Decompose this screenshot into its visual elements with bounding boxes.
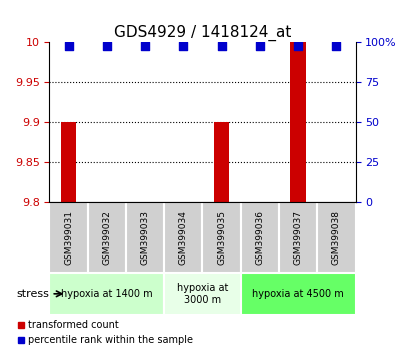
Text: GSM399034: GSM399034 <box>179 210 188 265</box>
Text: GSM399035: GSM399035 <box>217 210 226 265</box>
FancyBboxPatch shape <box>164 273 241 315</box>
Text: GSM399038: GSM399038 <box>332 210 341 265</box>
Point <box>142 43 148 48</box>
Text: GSM399036: GSM399036 <box>255 210 264 265</box>
Point <box>295 43 301 48</box>
FancyBboxPatch shape <box>241 202 279 273</box>
Point <box>103 43 110 48</box>
FancyBboxPatch shape <box>317 202 356 273</box>
FancyBboxPatch shape <box>49 202 88 273</box>
FancyBboxPatch shape <box>88 202 126 273</box>
Bar <box>214 122 229 202</box>
Bar <box>290 42 306 202</box>
Point <box>333 43 340 48</box>
Title: GDS4929 / 1418124_at: GDS4929 / 1418124_at <box>114 25 291 41</box>
Point <box>257 43 263 48</box>
Point <box>180 43 186 48</box>
Text: stress: stress <box>17 289 49 299</box>
Legend: transformed count, percentile rank within the sample: transformed count, percentile rank withi… <box>13 316 197 349</box>
Text: hypoxia at
3000 m: hypoxia at 3000 m <box>177 283 228 305</box>
Text: GSM399032: GSM399032 <box>102 210 111 265</box>
FancyBboxPatch shape <box>279 202 317 273</box>
Text: GSM399033: GSM399033 <box>141 210 150 265</box>
FancyBboxPatch shape <box>164 202 202 273</box>
Text: GSM399037: GSM399037 <box>293 210 303 265</box>
Point <box>65 43 71 48</box>
Text: GSM399031: GSM399031 <box>64 210 73 265</box>
FancyBboxPatch shape <box>241 273 356 315</box>
Text: hypoxia at 1400 m: hypoxia at 1400 m <box>61 289 152 299</box>
FancyBboxPatch shape <box>49 273 164 315</box>
FancyBboxPatch shape <box>202 202 241 273</box>
Bar <box>61 122 76 202</box>
Point <box>218 43 225 48</box>
Text: hypoxia at 4500 m: hypoxia at 4500 m <box>252 289 344 299</box>
FancyBboxPatch shape <box>126 202 164 273</box>
